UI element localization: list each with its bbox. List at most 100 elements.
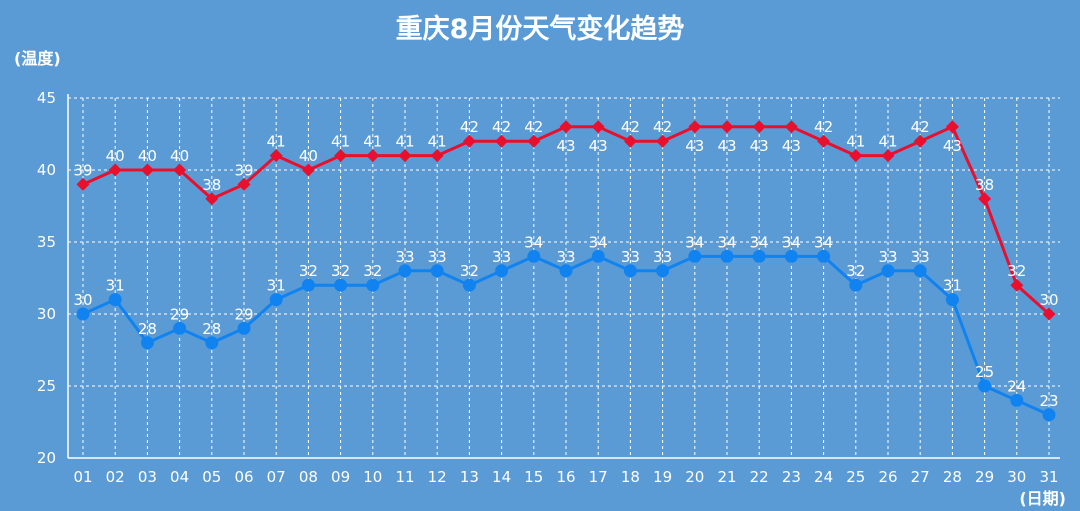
- data-label: 32: [299, 262, 318, 280]
- data-label-layer: 39 40 40 40 38 39 41 40 41 41 41 41 42 42 42 43 43 42 42 43…: [73, 118, 1058, 410]
- data-label: 33: [653, 248, 672, 266]
- data-label: 28: [202, 320, 221, 338]
- data-point: [559, 264, 573, 278]
- data-label: 43: [717, 137, 736, 155]
- data-point: [559, 120, 573, 134]
- x-tick-label: 04: [170, 468, 189, 486]
- data-point: [173, 163, 187, 177]
- data-label: 30: [1039, 291, 1058, 309]
- data-point: [720, 249, 734, 263]
- series-layer: [76, 120, 1056, 422]
- y-tick-label: 35: [37, 233, 56, 251]
- x-tick-label: 24: [814, 468, 833, 486]
- data-point: [913, 134, 927, 148]
- data-label: 31: [943, 277, 962, 295]
- x-tick-label: 15: [524, 468, 543, 486]
- data-label: 38: [202, 176, 221, 194]
- data-point: [1042, 408, 1056, 422]
- data-label: 33: [621, 248, 640, 266]
- data-label: 34: [814, 233, 833, 251]
- data-point: [108, 163, 122, 177]
- data-label: 41: [395, 133, 414, 151]
- data-label: 43: [589, 137, 608, 155]
- data-point: [1010, 393, 1024, 407]
- data-point: [752, 120, 766, 134]
- series-1: [76, 120, 1056, 321]
- data-point: [527, 249, 541, 263]
- x-tick-label: 21: [717, 468, 736, 486]
- data-point: [334, 278, 348, 292]
- data-label: 42: [814, 118, 833, 136]
- x-tick-label: 31: [1039, 468, 1058, 486]
- x-tick-label: 22: [750, 468, 769, 486]
- data-label: 32: [1007, 262, 1026, 280]
- data-label: 41: [878, 133, 897, 151]
- data-point: [849, 149, 863, 163]
- data-label: 41: [267, 133, 286, 151]
- data-label: 43: [556, 137, 575, 155]
- x-tick-label: 29: [975, 468, 994, 486]
- data-point: [140, 336, 154, 350]
- data-point: [591, 120, 605, 134]
- data-label: 34: [524, 233, 543, 251]
- data-point: [76, 307, 90, 321]
- data-point: [301, 163, 315, 177]
- x-tick-label: 14: [492, 468, 511, 486]
- x-tick-label: 18: [621, 468, 640, 486]
- data-point: [881, 264, 895, 278]
- x-tick-label: 28: [943, 468, 962, 486]
- data-label: 23: [1039, 392, 1058, 410]
- data-point: [688, 249, 702, 263]
- x-tick-label: 27: [911, 468, 930, 486]
- data-point: [237, 321, 251, 335]
- data-point: [688, 120, 702, 134]
- data-label: 40: [138, 147, 157, 165]
- y-tick-label: 30: [37, 305, 56, 323]
- data-label: 31: [267, 277, 286, 295]
- x-tick-label: 11: [395, 468, 414, 486]
- data-point: [784, 120, 798, 134]
- x-tick-label: 02: [106, 468, 125, 486]
- data-point: [462, 278, 476, 292]
- data-label: 30: [73, 291, 92, 309]
- x-tick-label: 30: [1007, 468, 1026, 486]
- data-label: 32: [846, 262, 865, 280]
- x-tick-label: 13: [460, 468, 479, 486]
- data-point: [978, 379, 992, 393]
- data-point: [817, 134, 831, 148]
- data-label: 29: [234, 305, 253, 323]
- data-label: 42: [621, 118, 640, 136]
- data-label: 33: [911, 248, 930, 266]
- data-point: [237, 177, 251, 191]
- y-tick-label: 25: [37, 377, 56, 395]
- x-tick-label: 25: [846, 468, 865, 486]
- data-point: [495, 264, 509, 278]
- data-label: 42: [911, 118, 930, 136]
- data-point: [366, 149, 380, 163]
- data-label: 29: [170, 305, 189, 323]
- data-point: [140, 163, 154, 177]
- data-label: 39: [234, 161, 253, 179]
- data-point: [527, 134, 541, 148]
- x-tick-label: 20: [685, 468, 704, 486]
- data-label: 41: [428, 133, 447, 151]
- data-label: 32: [460, 262, 479, 280]
- x-tick-label: 26: [878, 468, 897, 486]
- data-point: [495, 134, 509, 148]
- data-point: [623, 134, 637, 148]
- data-point: [945, 120, 959, 134]
- x-tick-label: 05: [202, 468, 221, 486]
- data-label: 43: [750, 137, 769, 155]
- data-point: [462, 134, 476, 148]
- data-point: [656, 264, 670, 278]
- data-point: [173, 321, 187, 335]
- data-label: 40: [106, 147, 125, 165]
- y-tick-label: 40: [37, 161, 56, 179]
- data-label: 34: [685, 233, 704, 251]
- data-label: 34: [782, 233, 801, 251]
- data-point: [784, 249, 798, 263]
- data-label: 31: [106, 277, 125, 295]
- data-point: [301, 278, 315, 292]
